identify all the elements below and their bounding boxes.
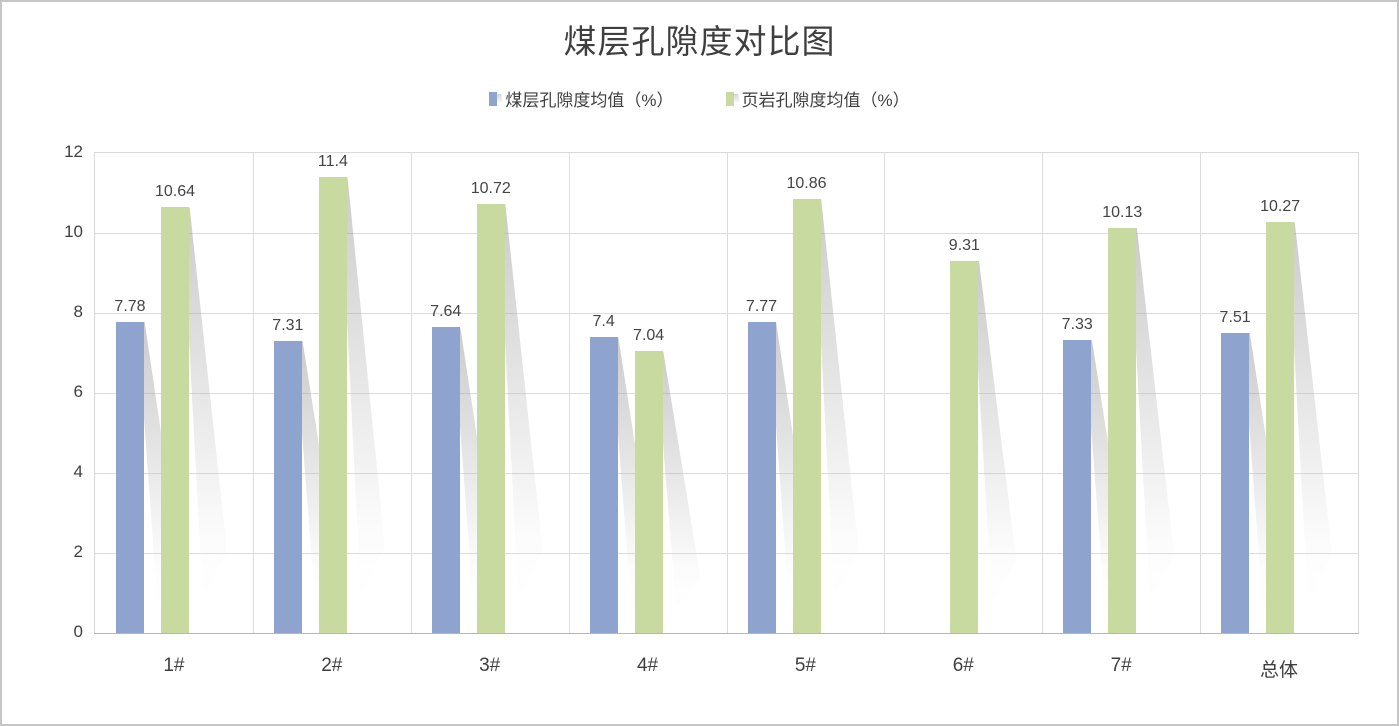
data-label: 11.4 <box>317 153 348 170</box>
bar-shale[interactable] <box>476 204 505 633</box>
x-axis-label: 3# <box>479 655 501 676</box>
legend-item-shale[interactable]: 页岩孔隙度均值（%） <box>725 86 910 111</box>
data-label: 10.86 <box>786 174 827 192</box>
y-axis-label: 4 <box>73 462 83 481</box>
data-label: 10.72 <box>470 180 511 198</box>
x-axis-label: 总体 <box>1260 660 1299 681</box>
legend-marker-shale-icon <box>725 91 734 106</box>
bar-shadow <box>340 177 385 597</box>
gridline-vertical <box>410 153 412 633</box>
legend-label-shale: 页岩孔隙度均值（%） <box>741 91 910 110</box>
data-label: 10.27 <box>1260 198 1301 216</box>
x-axis-label: 6# <box>952 655 974 676</box>
y-axis-label: 6 <box>73 382 83 401</box>
y-axis-label: 10 <box>64 222 83 241</box>
bar-shale[interactable] <box>1108 227 1137 633</box>
x-axis-label: 5# <box>794 655 816 676</box>
gridline-vertical <box>1042 153 1044 633</box>
bar-shale[interactable] <box>161 207 189 633</box>
bar-coal[interactable] <box>589 337 618 633</box>
data-label: 10.13 <box>1102 203 1143 221</box>
gridline-vertical <box>568 153 570 633</box>
data-label: 7.31 <box>272 316 304 334</box>
plot-area: 0 2 4 6 8 10 12 7.78 10.64 1# 7.31 11.4 2# 7.64 10.72 3… <box>64 142 1359 681</box>
data-label: 7.51 <box>1219 308 1251 326</box>
gridline-vertical <box>726 153 728 633</box>
legend: 煤层孔隙度均值（%） 页岩孔隙度均值（%） <box>2 86 1397 111</box>
bar-shadow <box>656 351 701 611</box>
bar-shale[interactable] <box>950 260 979 633</box>
y-axis-label: 8 <box>73 302 83 321</box>
gridline-vertical <box>884 153 886 633</box>
legend-label-coal: 煤层孔隙度均值（%） <box>505 91 674 110</box>
bar-coal[interactable] <box>273 340 302 633</box>
x-axis-label: 2# <box>321 655 343 676</box>
x-axis-label: 4# <box>636 655 659 676</box>
data-label: 7.64 <box>430 303 462 321</box>
data-label: 7.77 <box>745 298 778 316</box>
bar-shadow <box>183 207 227 599</box>
bar-coal[interactable] <box>1063 339 1092 633</box>
legend-marker-coal-icon <box>489 91 498 106</box>
data-label: 10.64 <box>154 183 196 201</box>
bar-coal[interactable] <box>1221 332 1250 633</box>
bar-shadow <box>1130 227 1175 601</box>
bar-shadow <box>972 260 1017 604</box>
data-label: 7.33 <box>1061 315 1093 333</box>
data-label: 7.4 <box>592 313 615 330</box>
bar-coal[interactable] <box>116 321 144 633</box>
y-axis-label: 0 <box>73 622 83 641</box>
x-axis-label: 7# <box>1110 655 1132 676</box>
y-axis-label: 2 <box>73 542 83 561</box>
bar-shadow <box>498 204 543 599</box>
chart-title: 煤层孔隙度对比图 <box>563 23 836 60</box>
bar-coal[interactable] <box>747 322 776 633</box>
y-axis-label: 12 <box>64 142 83 161</box>
bar-shale[interactable] <box>1266 222 1295 633</box>
bar-coal[interactable] <box>431 327 460 633</box>
gridline-vertical <box>1200 153 1202 633</box>
data-label: 7.78 <box>114 297 146 315</box>
data-label: 7.04 <box>633 327 665 345</box>
bar-shadow <box>1288 222 1333 601</box>
x-axis-label: 1# <box>163 655 185 676</box>
legend-item-coal[interactable]: 煤层孔隙度均值（%） <box>489 86 674 111</box>
data-label: 9.31 <box>948 236 980 254</box>
bar-shale[interactable] <box>634 351 663 633</box>
bar-shale[interactable] <box>318 177 347 633</box>
gridline-vertical <box>252 153 254 633</box>
bar-shadow <box>814 198 859 599</box>
bar-shale[interactable] <box>792 198 821 633</box>
